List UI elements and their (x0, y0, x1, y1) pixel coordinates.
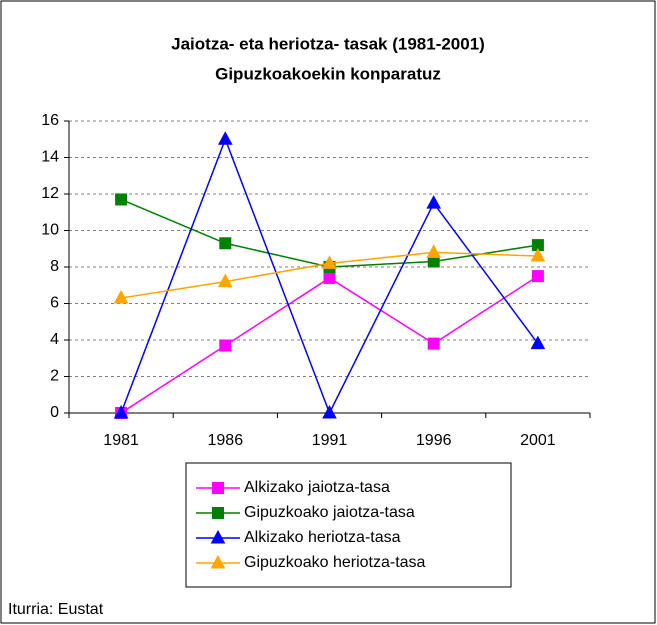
y-tick-label: 10 (41, 222, 59, 239)
marker (426, 195, 442, 209)
marker (210, 529, 226, 544)
legend-label: Alkizako jaiotza-tasa (244, 479, 390, 496)
y-tick-label: 8 (50, 258, 59, 275)
marker (217, 273, 233, 288)
marker (426, 244, 442, 258)
marker (427, 337, 440, 350)
legend-label: Gipuzkoako jaiotza-tasa (244, 504, 415, 521)
y-tick-label: 4 (50, 331, 59, 348)
marker (531, 270, 544, 283)
marker (210, 554, 226, 569)
source-note: Iturria: Eustat (8, 601, 104, 618)
marker (113, 404, 129, 419)
marker (530, 248, 546, 262)
legend-label: Gipuzkoako heriotza-tasa (244, 554, 426, 571)
marker (322, 255, 337, 269)
y-tick-label: 6 (50, 295, 59, 312)
marker (217, 131, 233, 145)
y-tick-label: 12 (41, 185, 59, 202)
x-tick-label: 1996 (416, 432, 452, 449)
x-tick-label: 1986 (208, 432, 244, 449)
x-tick-label: 1981 (103, 432, 139, 449)
y-tick-label: 14 (41, 149, 59, 166)
chart-subtitle: Gipuzkoakoekin konparatuz (215, 64, 441, 83)
x-tick-label: 1991 (312, 432, 348, 449)
marker (212, 507, 224, 519)
marker (322, 404, 337, 419)
marker (323, 271, 336, 284)
marker (219, 237, 232, 250)
x-tick-label: 2001 (520, 432, 556, 449)
legend-box (185, 462, 512, 588)
y-tick-label: 2 (50, 368, 59, 385)
legend-label: Alkizako heriotza-tasa (244, 529, 401, 546)
y-tick-label: 0 (50, 404, 59, 421)
marker (219, 339, 232, 352)
chart-title: Jaiotza- eta heriotza- tasak (1981-2001) (171, 34, 485, 53)
marker (113, 289, 129, 304)
marker (115, 193, 128, 206)
marker (530, 335, 546, 350)
marker (212, 482, 224, 494)
y-tick-label: 16 (41, 112, 59, 129)
